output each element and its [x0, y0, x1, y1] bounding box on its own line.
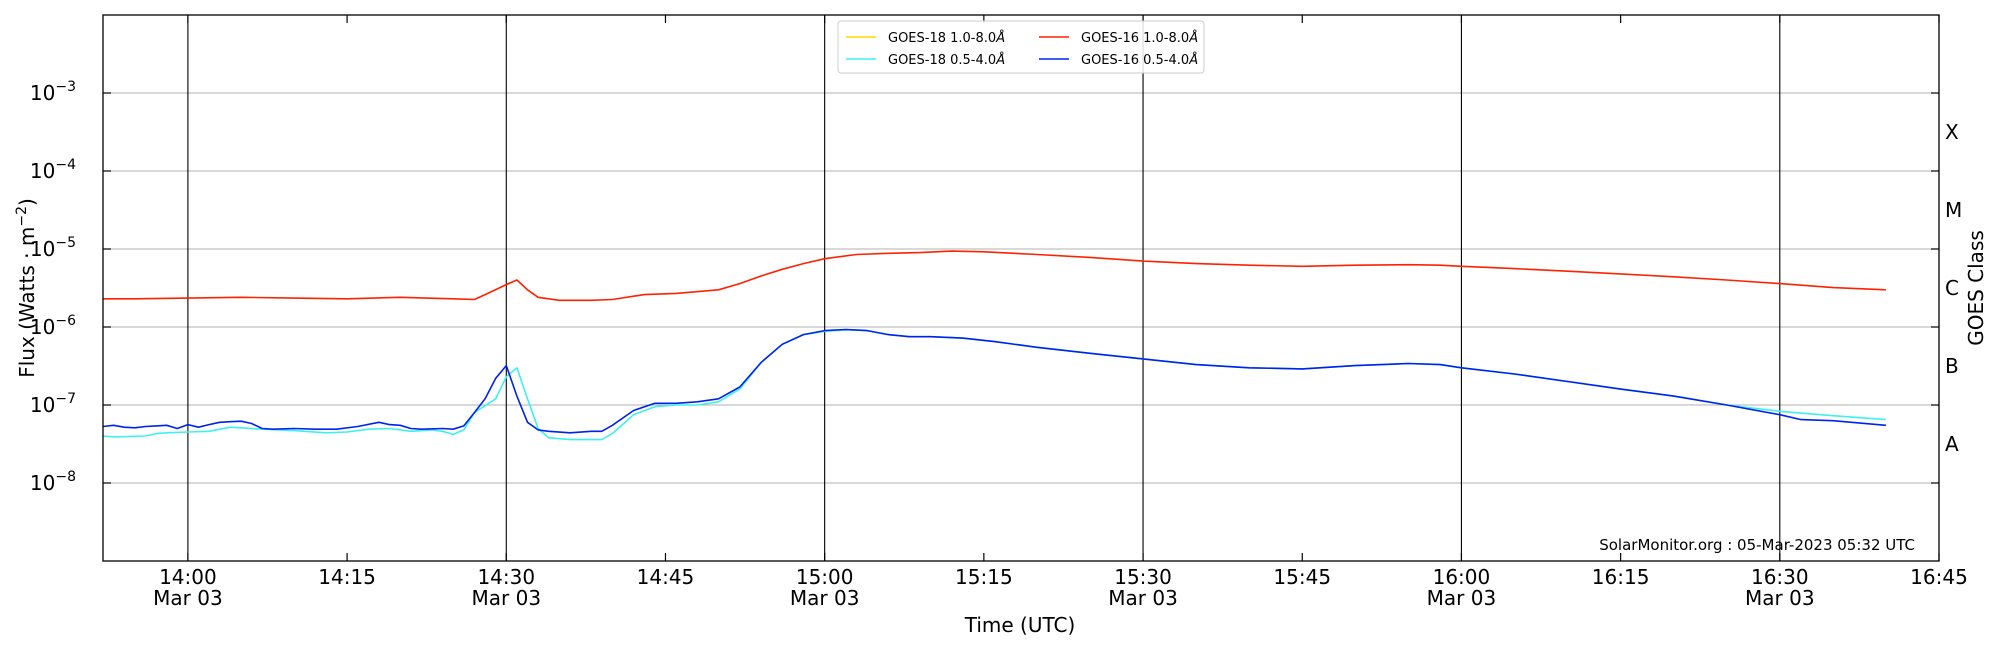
legend-label: GOES-18 1.0-8.0Å [888, 30, 1005, 46]
y-tick-label: 10−3 [30, 79, 76, 105]
y-axis-label: Flux (Watts · m−2) [14, 198, 39, 378]
y-axis-label-close: ) [15, 198, 39, 206]
grid-lines [103, 15, 1939, 561]
x-tick-label: 16:15 [1592, 565, 1650, 589]
goes-class-label: A [1945, 432, 1959, 456]
legend-label: GOES-16 0.5-4.0Å [1081, 52, 1198, 68]
x-tick-label: 16:45 [1910, 565, 1968, 589]
x-tick-date-label: Mar 03 [472, 586, 542, 610]
y-tick-label: 10−7 [30, 391, 76, 417]
goes-class-label: C [1945, 276, 1959, 300]
x-tick-label: 14:15 [318, 565, 376, 589]
x-tick-label: 14:45 [637, 565, 695, 589]
x-tick-label: 16:00 [1433, 565, 1491, 589]
y-axis-label-exponent: −2 [14, 206, 30, 227]
x-tick-date-label: Mar 03 [1745, 586, 1815, 610]
legend: GOES-18 1.0-8.0Å GOES-18 0.5-4.0Å GOES-16 … [837, 20, 1205, 74]
x-tick-date-label: Mar 03 [1427, 586, 1497, 610]
x-tick-date-label: Mar 03 [153, 586, 223, 610]
series-lines [102, 250, 1886, 441]
x-tick-label: 15:15 [955, 565, 1013, 589]
legend-label: GOES-18 0.5-4.0Å [888, 52, 1005, 68]
x-tick-label: 15:00 [796, 565, 854, 589]
series-line [103, 250, 1886, 302]
y-axis-label-main: Flux (Watts · m [15, 227, 39, 378]
goes-class-label: X [1945, 120, 1959, 144]
x-tick-date-label: Mar 03 [790, 586, 860, 610]
x-tick-label: 14:00 [159, 565, 217, 589]
x-tick-label: 14:30 [477, 565, 535, 589]
x-tick-label: 15:45 [1273, 565, 1331, 589]
watermark: SolarMonitor.org : 05-Mar-2023 05:32 UTC [1599, 536, 1915, 554]
x-tick-label: 16:30 [1751, 565, 1809, 589]
goes-class-label: B [1945, 354, 1959, 378]
y-tick-label: 10−8 [30, 469, 76, 495]
x-tick-label: 15:30 [1114, 565, 1172, 589]
y-tick-label: 10−6 [30, 313, 76, 339]
goes-class-label: M [1945, 198, 1962, 222]
x-tick-date-label: Mar 03 [1108, 586, 1178, 610]
series-line [102, 328, 1886, 441]
legend-label: GOES-16 1.0-8.0Å [1081, 30, 1198, 46]
y-tick-label: 10−5 [30, 235, 76, 261]
goes-class-axis-label: GOES Class [1964, 230, 1988, 346]
y-tick-label: 10−4 [30, 157, 76, 183]
legend-box [837, 20, 1205, 74]
series-line [102, 328, 1886, 434]
x-axis-label: Time (UTC) [964, 613, 1076, 637]
plot-frame [102, 14, 1940, 562]
